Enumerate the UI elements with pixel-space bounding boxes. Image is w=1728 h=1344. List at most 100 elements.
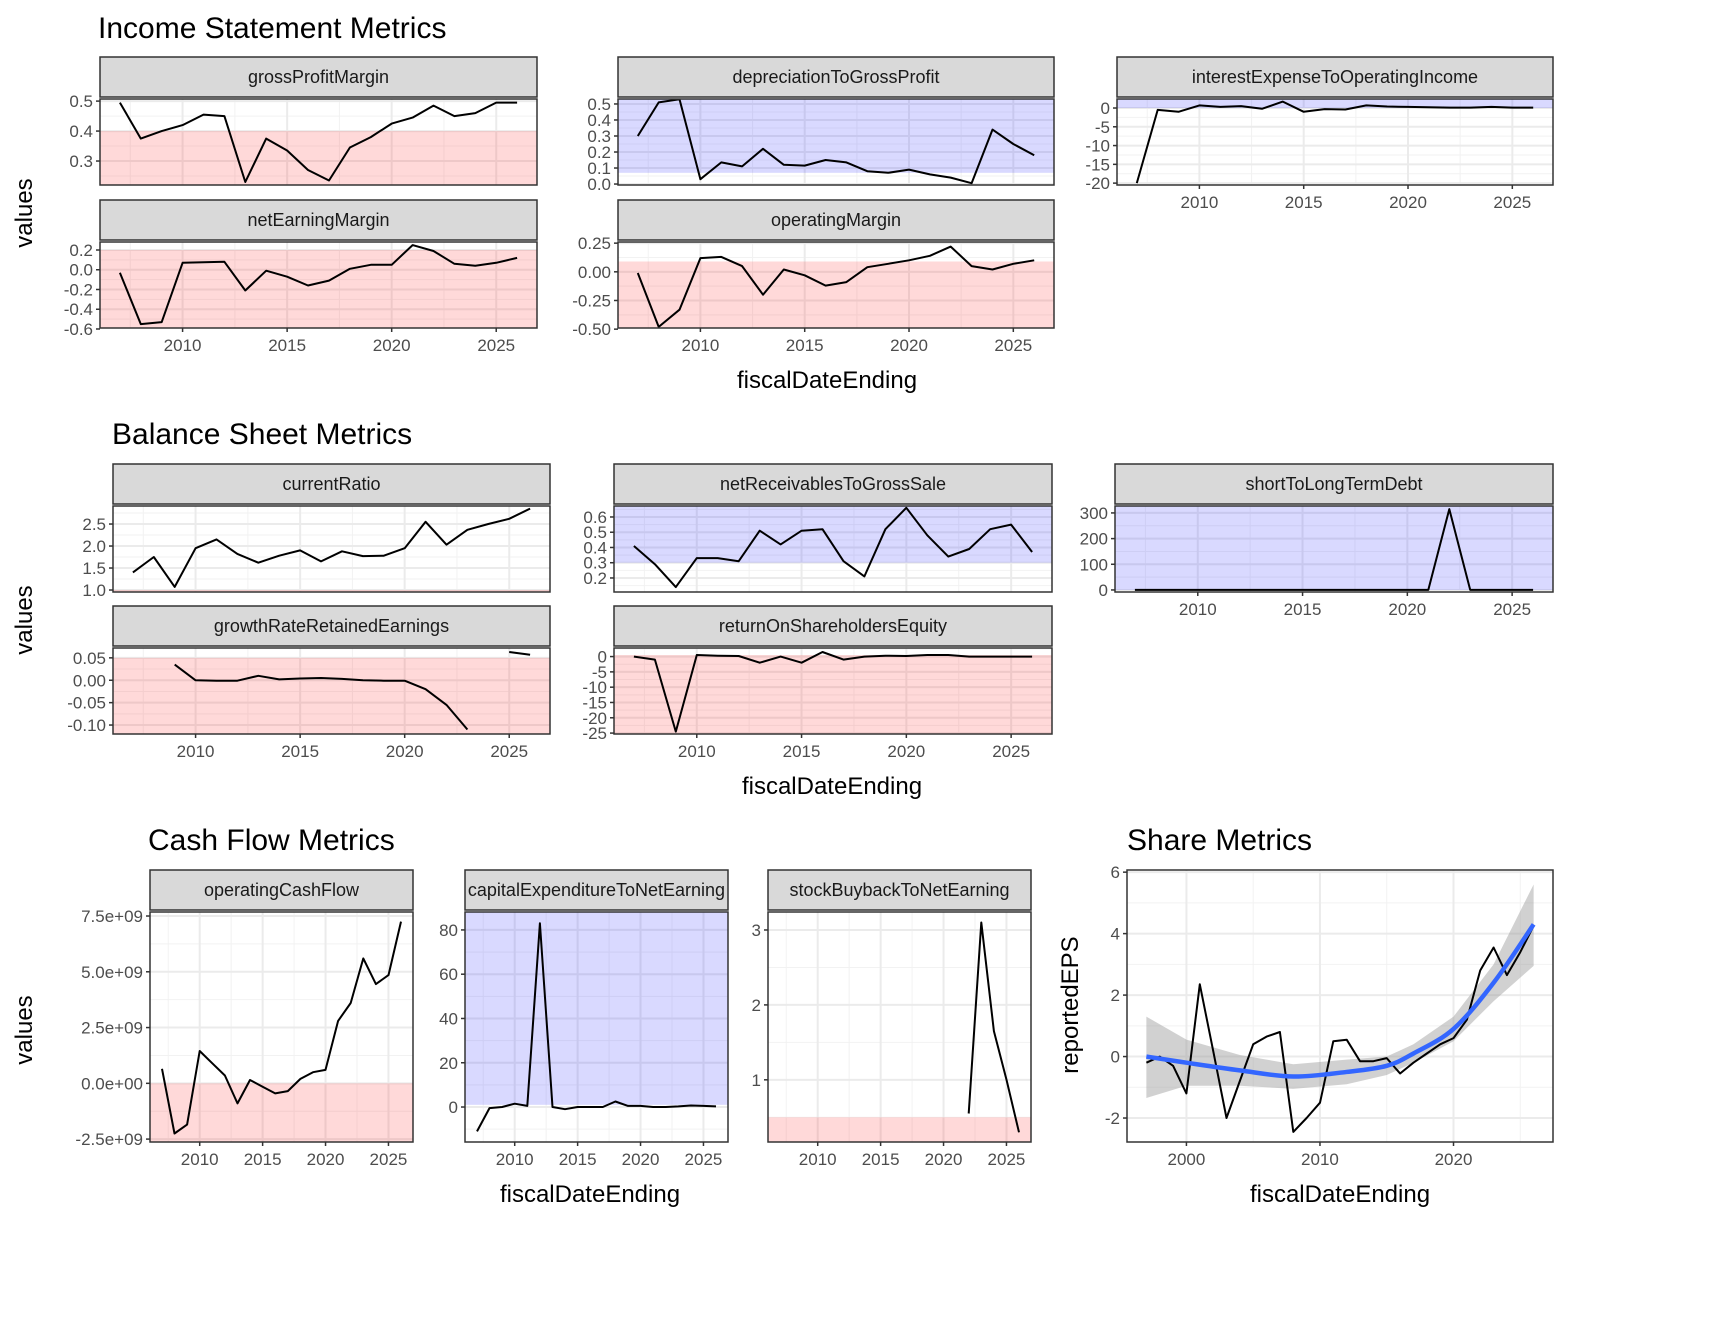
x-tick-label: 2015 xyxy=(559,1150,597,1169)
threshold-band xyxy=(1117,99,1553,109)
x-tick-label: 2010 xyxy=(164,336,202,355)
x-axis-title: fiscalDateEnding xyxy=(742,773,922,800)
x-tick-label: 2010 xyxy=(177,742,215,761)
x-tick-label: 2020 xyxy=(1389,193,1427,212)
facet-strip xyxy=(613,463,1053,505)
plot-area xyxy=(465,912,728,1142)
x-axis-title: fiscalDateEnding xyxy=(500,1181,680,1208)
panel-border xyxy=(1116,98,1554,186)
x-tick-label: 2025 xyxy=(988,1150,1026,1169)
facet-strip-label: shortToLongTermDebt xyxy=(1245,474,1422,494)
x-tick-label: 2015 xyxy=(1284,600,1322,619)
facet-strip xyxy=(767,869,1032,911)
y-tick-label: 80 xyxy=(439,921,458,940)
x-tick-label: 2025 xyxy=(477,336,515,355)
y-tick-label: 0 xyxy=(598,648,607,667)
x-tick-label: 2010 xyxy=(181,1150,219,1169)
section-title: Cash Flow Metrics xyxy=(148,824,395,857)
x-tick-label: 2025 xyxy=(992,742,1030,761)
panel-netReceivablesToGrossSale: netReceivablesToGrossSale 0.20.30.40.50.6 xyxy=(583,463,1053,593)
x-tick-label: 2015 xyxy=(268,336,306,355)
x-tick-label: 2010 xyxy=(496,1150,534,1169)
y-tick-label: 2 xyxy=(752,996,761,1015)
x-tick-label: 2015 xyxy=(281,742,319,761)
x-tick-label: 2020 xyxy=(887,742,925,761)
plot-area xyxy=(618,242,1054,328)
y-tick-label: -15 xyxy=(1085,155,1110,174)
x-tick-label: 2010 xyxy=(681,336,719,355)
y-tick-label: 0.3 xyxy=(69,152,93,171)
plot-area xyxy=(1115,506,1553,592)
panel-grossProfitMargin: grossProfitMargin 0.3 0.4 0.5 xyxy=(69,56,538,186)
x-tick-label: 2010 xyxy=(1179,600,1217,619)
x-tick-label: 2020 xyxy=(622,1150,660,1169)
facet-strip xyxy=(149,869,414,911)
facet-strip-label: returnOnShareholdersEquity xyxy=(719,616,947,636)
x-tick-label: 2020 xyxy=(373,336,411,355)
x-tick-label: 2020 xyxy=(386,742,424,761)
panel-border xyxy=(112,505,551,593)
series-line xyxy=(1134,508,1534,591)
y-tick-label: 0 xyxy=(1101,99,1110,118)
panel-background xyxy=(768,912,1031,1142)
panel-currentRatio: currentRatio 1.0 1.5 2.0 2.5 xyxy=(82,463,551,600)
y-tick-label: 5.0e+09 xyxy=(81,963,143,982)
y-tick-label: 40 xyxy=(439,1009,458,1028)
x-tick-label: 2010 xyxy=(1301,1150,1339,1169)
y-tick-label: -5 xyxy=(592,663,607,682)
y-tick-label: 0.0 xyxy=(69,261,93,280)
confidence-band xyxy=(1146,884,1534,1099)
facet-strip-label: netEarningMargin xyxy=(247,210,389,230)
plot-area xyxy=(768,912,1031,1142)
x-tick-label: 2020 xyxy=(925,1150,963,1169)
series-line xyxy=(1135,100,1534,184)
y-tick-label: -10 xyxy=(582,678,607,697)
y-axis-title: reportedEPS xyxy=(1057,936,1084,1073)
series-line xyxy=(636,99,1035,185)
facet-strip-label: interestExpenseToOperatingIncome xyxy=(1192,67,1478,87)
y-tick-label: 4 xyxy=(1111,925,1120,944)
panel-background xyxy=(113,506,550,592)
y-tick-label: -0.6 xyxy=(64,320,93,339)
y-tick-label: -0.05 xyxy=(67,694,106,713)
section-title: Balance Sheet Metrics xyxy=(112,418,412,451)
panel-border xyxy=(464,911,729,1143)
x-tick-label: 2010 xyxy=(799,1150,837,1169)
x-tick-label: 2020 xyxy=(307,1150,345,1169)
facet-strip-label: currentRatio xyxy=(282,474,380,494)
panel-depreciationToGrossProfit: depreciationToGrossProfit 0.00.10.20.30.4… xyxy=(587,56,1055,194)
threshold-band xyxy=(618,261,1054,328)
y-tick-label: 0 xyxy=(1099,581,1108,600)
x-tick-label: 2025 xyxy=(1493,600,1531,619)
plot-area xyxy=(614,648,1052,734)
x-tick-label: 2015 xyxy=(862,1150,900,1169)
series-line xyxy=(132,507,531,588)
y-tick-label: -0.2 xyxy=(64,280,93,299)
y-tick-label: 3 xyxy=(752,921,761,940)
y-tick-label: 0.3 xyxy=(587,127,611,146)
y-tick-label: 0.1 xyxy=(587,159,611,178)
y-tick-label: 0.2 xyxy=(583,569,607,588)
facet-strip xyxy=(99,56,538,98)
y-tick-label: 1.5 xyxy=(82,559,106,578)
y-tick-label: -20 xyxy=(582,709,607,728)
panel-border xyxy=(613,505,1053,593)
y-tick-label: 0.00 xyxy=(73,671,106,690)
facet-strip-label: capitalExpenditureToNetEarning xyxy=(468,880,725,900)
facet-strip xyxy=(112,605,551,647)
panel-operatingMargin: operatingMargin -0.50 -0.25 0.00 0.25 2010 201… xyxy=(572,199,1055,355)
facet-strip-label: operatingCashFlow xyxy=(204,880,360,900)
facet-strip-label: netReceivablesToGrossSale xyxy=(720,474,946,494)
plot-area xyxy=(113,648,550,734)
y-tick-label: 2 xyxy=(1111,986,1120,1005)
series-line xyxy=(633,506,1033,589)
y-tick-label: 0.5 xyxy=(583,523,607,542)
panel-background xyxy=(1115,506,1553,592)
y-tick-label: -10 xyxy=(1085,137,1110,156)
series-line xyxy=(118,244,518,326)
facet-strip xyxy=(617,199,1055,241)
y-tick-label: 0.05 xyxy=(73,649,106,668)
section-title: Income Statement Metrics xyxy=(98,12,446,45)
y-tick-label: 0.2 xyxy=(69,241,93,260)
